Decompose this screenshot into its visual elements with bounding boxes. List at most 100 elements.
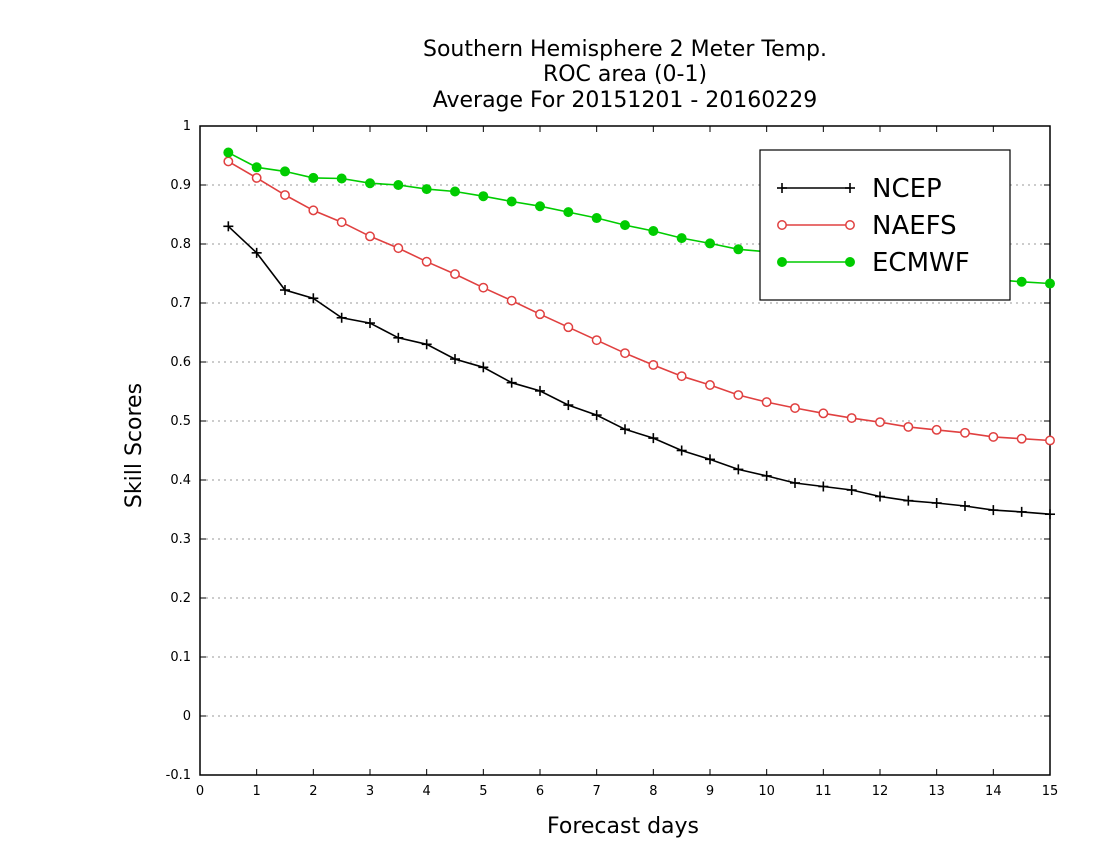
data-point-naefs [875, 417, 885, 428]
data-point-ncep [818, 481, 829, 492]
x-tick-label: 10 [758, 784, 775, 799]
x-tick-label: 15 [1042, 784, 1059, 799]
chart-title-line-3: Average For 20151201 - 20160229 [432, 88, 818, 113]
data-point-ecmwf [563, 207, 574, 218]
data-point-ncep [648, 433, 659, 444]
data-point-naefs [421, 256, 432, 267]
x-tick-label: 12 [872, 784, 889, 799]
y-tick-label: 0.7 [170, 296, 191, 311]
legend-marker-ecmwf [777, 257, 787, 267]
data-point-ncep [903, 495, 914, 506]
data-point-ncep [988, 505, 999, 516]
legend: NCEP NAEFS ECMWF [759, 149, 1011, 301]
data-point-ncep [846, 485, 857, 496]
y-tick-label: 0.3 [170, 532, 191, 547]
x-tick-label: 11 [815, 784, 832, 799]
x-tick-label: 14 [985, 784, 1002, 799]
data-point-ecmwf [648, 226, 659, 237]
data-point-ncep [308, 293, 319, 304]
legend-label-naefs: NAEFS [872, 211, 957, 241]
data-point-naefs [705, 380, 715, 390]
legend-marker-ecmwf [845, 257, 855, 267]
series-ncep [223, 221, 1055, 520]
data-point-naefs [931, 424, 942, 435]
data-point-ecmwf [506, 196, 517, 207]
x-tick-label: 2 [309, 784, 317, 799]
data-point-naefs [251, 172, 262, 183]
data-point-ecmwf [478, 191, 489, 202]
data-point-ecmwf [1016, 276, 1027, 287]
data-point-naefs [478, 282, 489, 293]
data-point-ncep [705, 454, 715, 465]
data-point-naefs [591, 335, 602, 346]
data-point-naefs [535, 309, 545, 320]
data-point-ncep [790, 477, 800, 488]
x-tick-label: 9 [706, 784, 714, 799]
data-point-ncep [393, 332, 404, 343]
data-point-naefs [563, 322, 574, 333]
legend-marker-naefs [845, 220, 855, 230]
data-point-ncep [960, 500, 970, 511]
data-point-ncep [223, 221, 234, 232]
y-tick-label: 0.8 [170, 237, 191, 252]
data-point-naefs [818, 408, 829, 419]
plot-area-frame [199, 125, 1051, 776]
data-point-naefs [1016, 433, 1027, 444]
data-point-naefs [620, 348, 630, 359]
data-point-ncep [563, 400, 574, 411]
data-point-ecmwf [336, 173, 347, 184]
data-point-ncep [761, 470, 772, 481]
data-point-ecmwf [733, 244, 744, 255]
data-point-ecmwf [251, 162, 262, 173]
data-point-ncep [280, 285, 290, 296]
x-tick-label: 0 [196, 784, 204, 799]
data-point-ncep [478, 362, 489, 373]
data-point-ecmwf [676, 233, 687, 244]
y-axis-ticks: 1 0.9 0.8 0.7 0.6 0.5 0.4 0.3 0.2 0.1 0 -0.1 [166, 119, 1050, 783]
x-tick-label: 13 [928, 784, 945, 799]
data-point-ncep [676, 445, 687, 456]
data-point-ncep [421, 339, 432, 350]
x-axis-ticks: 0 1 2 3 4 5 6 7 8 9 10 11 12 13 14 15 [196, 126, 1058, 799]
data-point-ncep [591, 410, 602, 421]
data-point-ncep [535, 385, 545, 396]
y-tick-label: 0 [183, 709, 191, 724]
data-point-ecmwf [393, 180, 404, 190]
data-point-ncep [875, 491, 885, 502]
data-point-ncep [1045, 509, 1055, 520]
data-point-naefs [506, 295, 517, 306]
data-point-ncep [733, 464, 744, 475]
series-naefs [223, 156, 1055, 446]
x-tick-label: 3 [366, 784, 374, 799]
data-point-ecmwf [1045, 278, 1055, 289]
legend-label-ncep: NCEP [872, 174, 942, 204]
data-point-ecmwf [705, 238, 715, 249]
data-point-naefs [280, 190, 290, 200]
x-tick-label: 4 [423, 784, 431, 799]
y-tick-label: 0.5 [170, 414, 191, 429]
y-tick-label: 0.1 [170, 650, 191, 665]
data-point-naefs [648, 360, 659, 370]
data-point-ecmwf [308, 172, 319, 183]
chart-title-line-2: ROC area (0-1) [542, 62, 708, 87]
x-tick-label: 8 [649, 784, 657, 799]
data-point-ncep [620, 424, 630, 435]
data-point-ncep [251, 247, 262, 258]
legend-marker-ncep [845, 183, 855, 193]
legend-label-ecmwf: ECMWF [872, 248, 970, 278]
data-point-naefs [733, 390, 744, 400]
data-point-ecmwf [591, 213, 602, 224]
x-tick-label: 7 [593, 784, 601, 799]
data-point-naefs [223, 156, 234, 167]
x-axis-title: Forecast days [547, 814, 699, 839]
legend-item-naefs: NAEFS [777, 211, 957, 241]
x-tick-label: 5 [479, 784, 487, 799]
data-point-ncep [450, 354, 460, 365]
data-point-naefs [1045, 435, 1055, 446]
data-point-naefs [365, 231, 375, 242]
data-point-naefs [450, 269, 460, 280]
y-tick-label: 0.6 [170, 355, 191, 370]
data-point-naefs [790, 403, 800, 413]
data-point-ecmwf [421, 184, 432, 195]
